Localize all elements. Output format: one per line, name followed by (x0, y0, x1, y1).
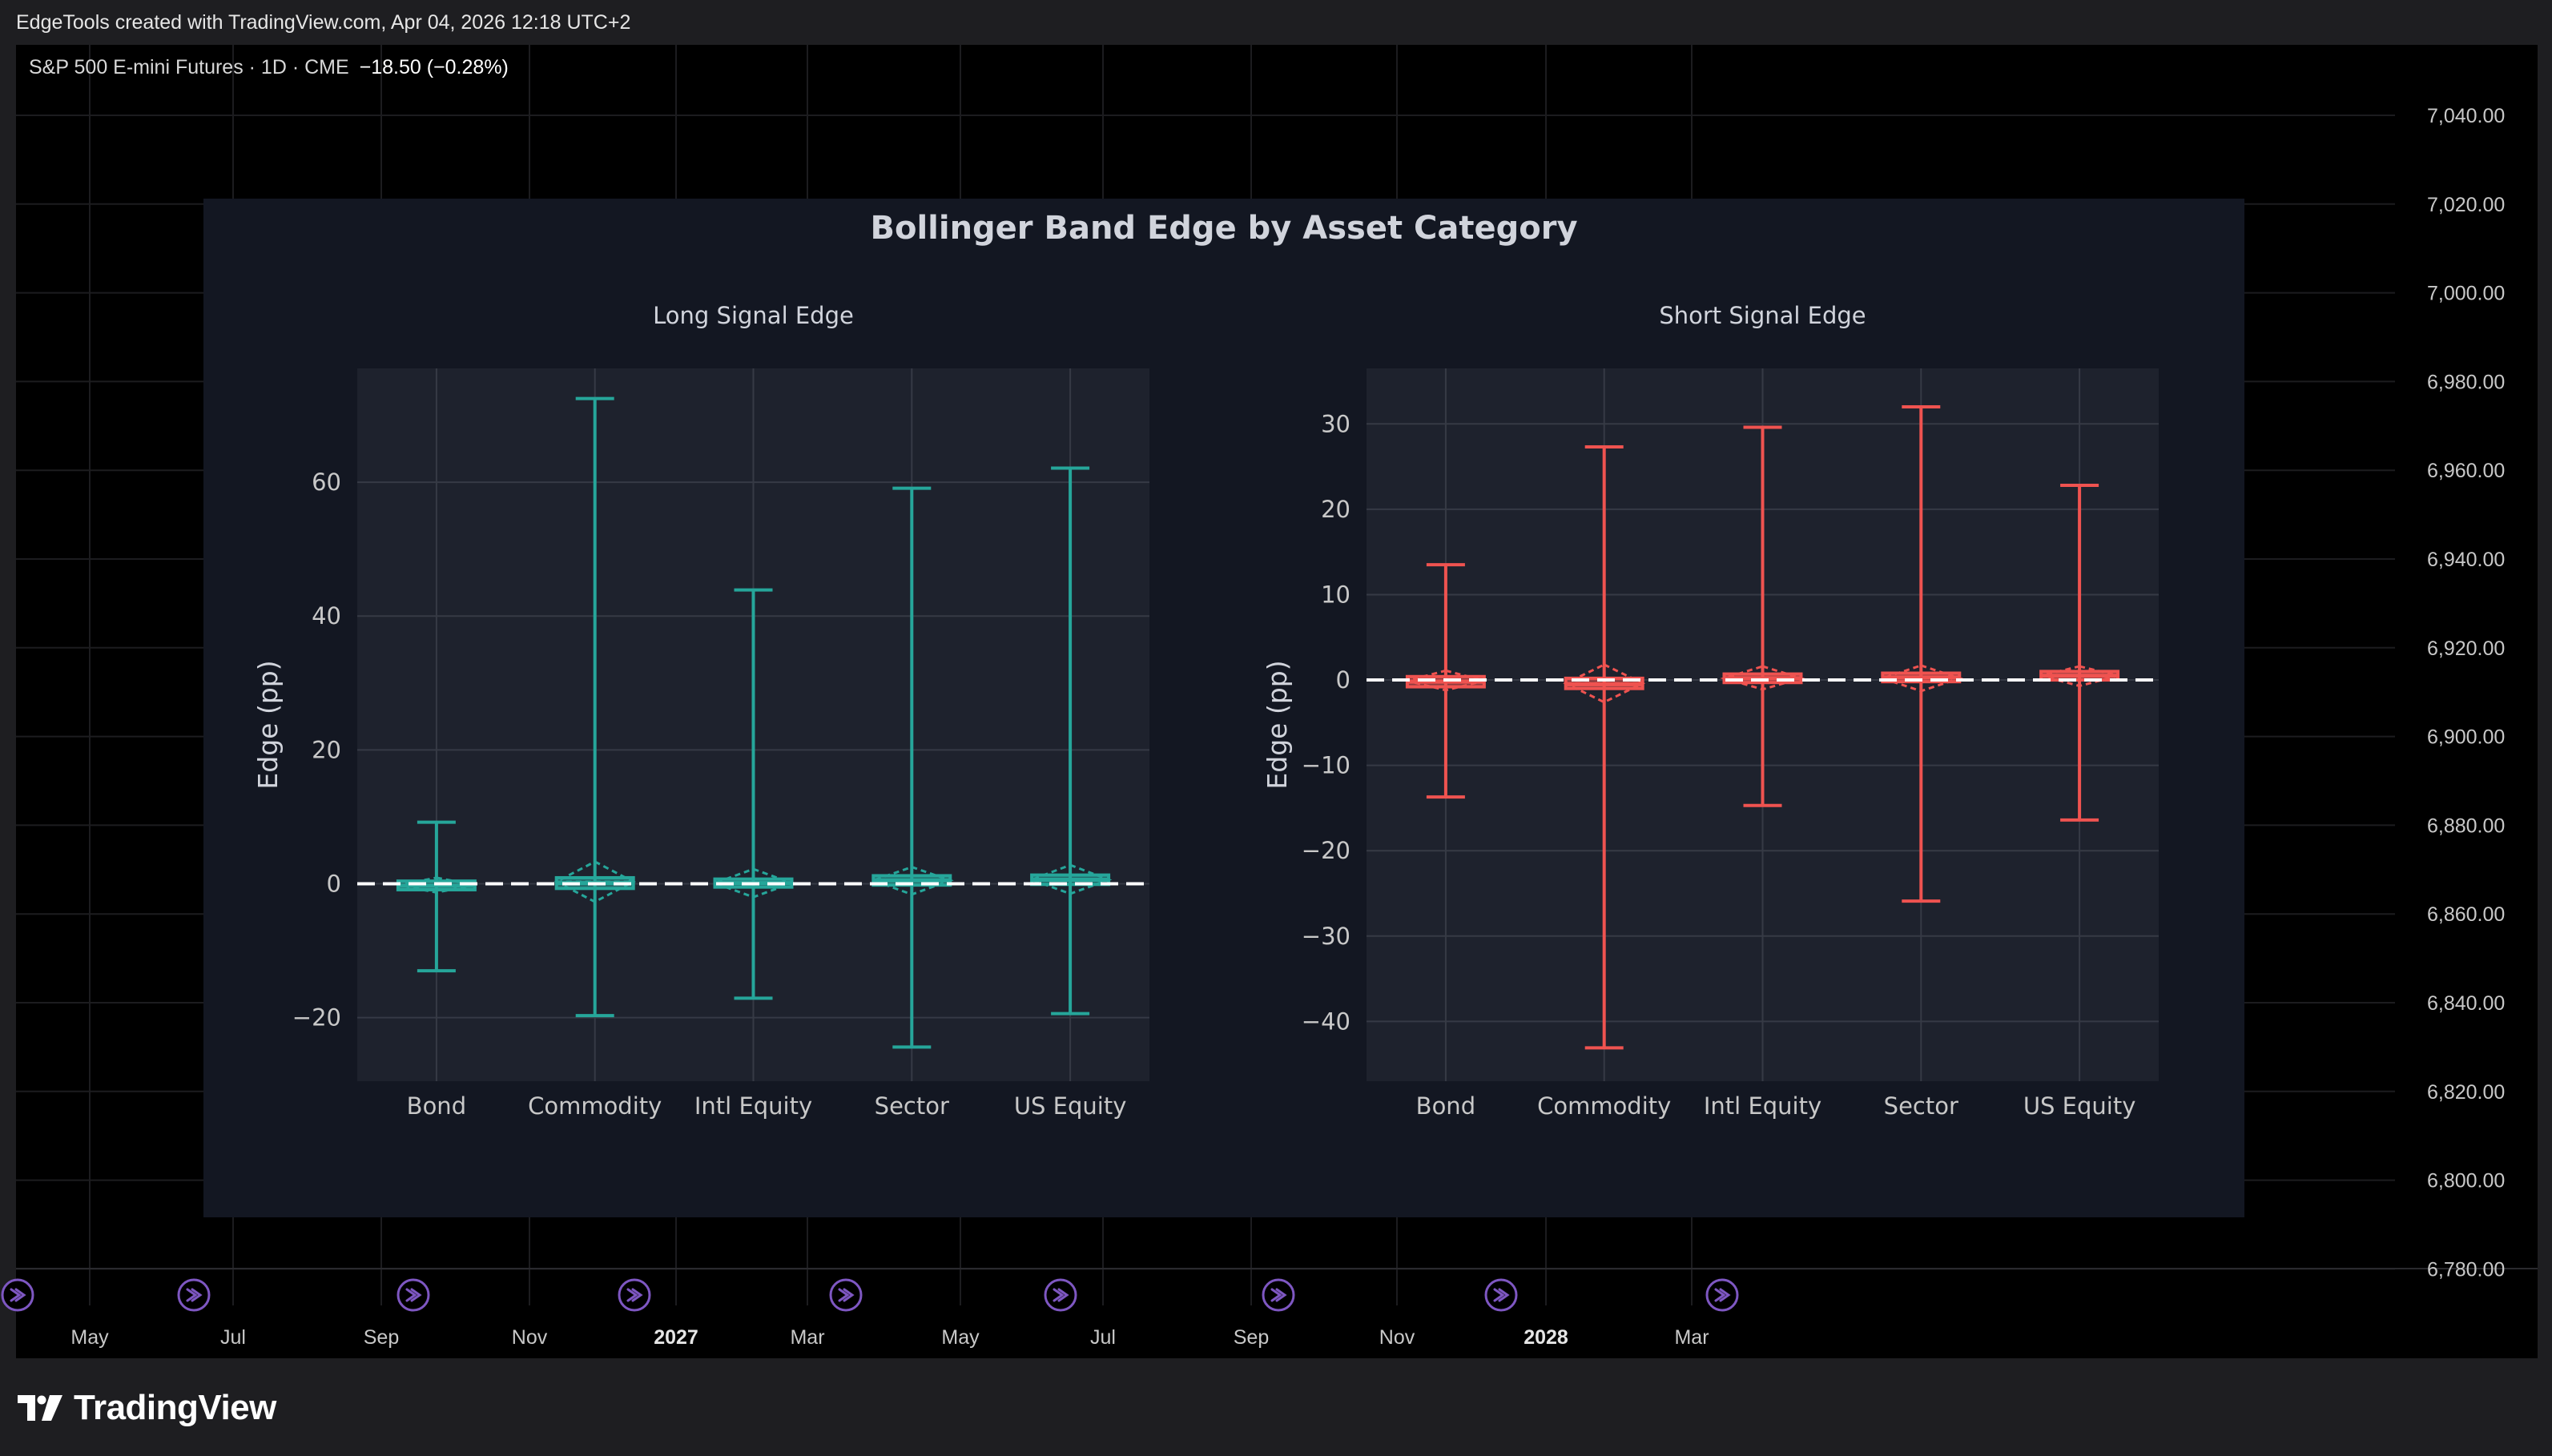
mean-sd-diamond (1407, 669, 1485, 692)
x-tick-label: Sector (1884, 1092, 1958, 1120)
mean-sd-diamond (1028, 863, 1113, 895)
price-label: 7,020.00 (2427, 194, 2505, 216)
x-tick-label: Bond (407, 1092, 466, 1120)
price-label: 6,940.00 (2427, 549, 2505, 571)
mean-sd-diamond (1878, 664, 1964, 693)
subplot-title: Long Signal Edge (653, 302, 854, 329)
time-axis: May Jul Sep Nov 2027 Mar May Jul Sep Nov 2028 Mar (70, 1326, 1709, 1349)
subplot-title: Short Signal Edge (1659, 302, 1866, 329)
time-label: Mar (1674, 1326, 1709, 1349)
time-label: Sep (1234, 1326, 1269, 1349)
symbol-name: S&P 500 E-mini Futures · 1D · CME (29, 56, 349, 78)
footer (0, 1358, 2552, 1456)
y-tick-label: 0 (327, 870, 341, 897)
symbol-legend[interactable]: S&P 500 E-mini Futures · 1D · CME −18.50… (29, 56, 509, 79)
credit-text: EdgeTools created with TradingView.com, … (16, 11, 631, 34)
price-label: 6,960.00 (2427, 460, 2505, 482)
y-axis-label: Edge (pp) (252, 660, 284, 789)
y-tick-label: −20 (1302, 837, 1350, 864)
event-icon (1262, 1278, 1295, 1312)
y-tick-label: −20 (292, 1004, 341, 1032)
y-tick-label: 30 (1321, 410, 1350, 437)
box-sector (1878, 404, 1964, 903)
price-label: 6,920.00 (2427, 638, 2505, 660)
mean-sd-diamond (869, 865, 954, 896)
mean-sd-diamond (553, 860, 636, 903)
x-tick-label: Commodity (528, 1092, 662, 1120)
box-us-equity (2039, 484, 2120, 822)
y-tick-label: 0 (1336, 666, 1350, 694)
x-tick-label: Sector (875, 1092, 949, 1120)
price-label: 6,840.00 (2427, 992, 2505, 1015)
y-tick-label: −40 (1302, 1008, 1350, 1035)
event-icon (1, 1278, 34, 1312)
price-label: 6,900.00 (2427, 726, 2505, 749)
subplot-short: Short Signal Edge −40 −30 −20 −10 0 10 20 30 Bond… (1262, 302, 2159, 1120)
mean-sd-diamond (1720, 665, 1805, 691)
box-bond (396, 820, 477, 973)
time-label: May (941, 1326, 980, 1349)
mean-sd-diamond (2040, 665, 2119, 688)
time-label: Jul (1090, 1326, 1116, 1349)
x-tick-label: Bond (1416, 1092, 1475, 1120)
tradingview-logo[interactable]: TradingView (18, 1388, 276, 1428)
price-axis: 7,040.00 7,020.00 7,000.00 6,980.00 6,960.00… (2427, 105, 2505, 1281)
x-tick-label: Intl Equity (694, 1092, 812, 1120)
time-label: Jul (220, 1326, 246, 1349)
event-icon (1484, 1278, 1518, 1312)
time-label: Mar (790, 1326, 824, 1349)
subplot-long: Long Signal Edge −20 0 20 40 60 Bond Commodity I… (252, 302, 1149, 1120)
price-label: 6,800.00 (2427, 1170, 2505, 1193)
event-icon (177, 1278, 211, 1312)
tradingview-brand: TradingView (74, 1388, 276, 1427)
time-label: May (70, 1326, 109, 1349)
time-label: Sep (364, 1326, 399, 1349)
y-tick-label: −10 (1302, 752, 1350, 779)
x-tick-label: US Equity (2023, 1092, 2136, 1120)
x-tick-label: Commodity (1537, 1092, 1671, 1120)
time-label: 2028 (1524, 1326, 1568, 1349)
chart-panel: Bollinger Band Edge by Asset Category Lon… (203, 199, 2244, 1217)
y-axis-label: Edge (pp) (1262, 660, 1293, 789)
time-label: Nov (1379, 1326, 1415, 1349)
chart-title: Bollinger Band Edge by Asset Category (870, 210, 1577, 247)
event-icon (1705, 1278, 1739, 1312)
event-icon (396, 1278, 430, 1312)
price-label: 6,860.00 (2427, 903, 2505, 926)
price-label: 7,000.00 (2427, 283, 2505, 305)
top-bar: EdgeTools created with TradingView.com, … (0, 0, 2552, 45)
time-label: Nov (512, 1326, 548, 1349)
event-markers (1, 1278, 1739, 1312)
y-tick-label: 20 (1321, 496, 1350, 523)
x-tick-label: US Equity (1014, 1092, 1127, 1120)
event-icon (618, 1278, 651, 1312)
y-tick-label: 40 (312, 602, 341, 629)
mean-sd-diamond (711, 867, 795, 899)
y-tick-label: 20 (312, 736, 341, 763)
y-tick-label: 60 (312, 469, 341, 496)
box-us-equity (1028, 466, 1113, 1016)
y-tick-label: −30 (1302, 923, 1350, 950)
event-icon (1044, 1278, 1077, 1312)
price-label: 6,780.00 (2427, 1258, 2505, 1281)
event-icon (829, 1278, 863, 1312)
box-commodity (1563, 445, 1646, 1050)
box-intl-equity (1720, 425, 1805, 807)
x-tick-label: Intl Equity (1704, 1092, 1821, 1120)
y-tick-label: 10 (1321, 581, 1350, 608)
price-label: 6,820.00 (2427, 1081, 2505, 1104)
symbol-change: −18.50 (−0.28%) (359, 56, 509, 78)
price-label: 6,880.00 (2427, 814, 2505, 837)
price-label: 6,980.00 (2427, 371, 2505, 393)
price-label: 7,040.00 (2427, 105, 2505, 127)
box-sector (869, 486, 954, 1049)
tradingview-logo-icon (18, 1395, 62, 1421)
time-label: 2027 (654, 1326, 698, 1349)
